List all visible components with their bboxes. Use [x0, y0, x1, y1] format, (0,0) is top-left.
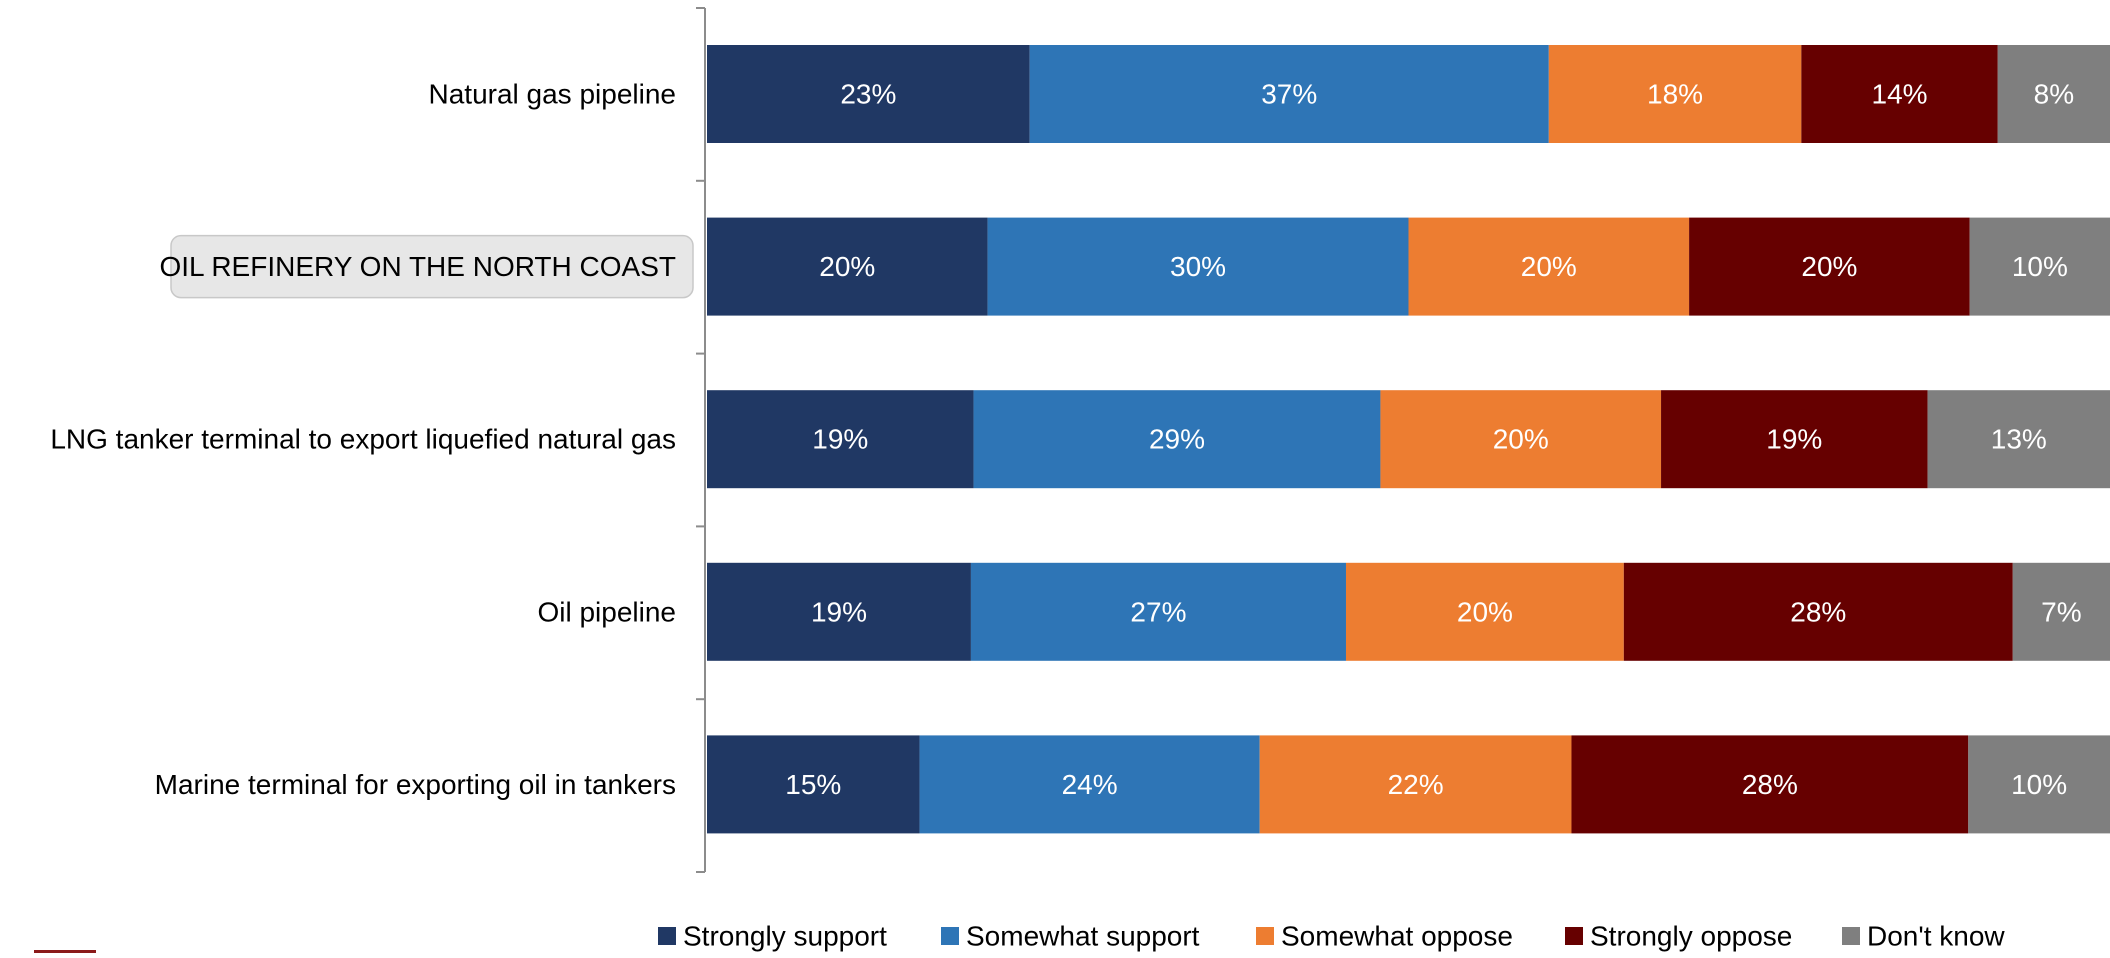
data-label-strongly-support-1: 23% — [840, 79, 896, 110]
data-label-strongly-support-4: 19% — [811, 596, 867, 627]
data-label-strongly-support-5: 15% — [785, 769, 841, 800]
legend-item-don-t-know: Don't know — [1842, 921, 2005, 952]
legend-item-strongly-support: Strongly support — [658, 921, 887, 952]
bar-segment-strongly-oppose-2 — [1689, 217, 1970, 316]
legend-item-somewhat-oppose: Somewhat oppose — [1256, 921, 1513, 952]
highlighted-category-label: OIL REFINERY ON THE NORTH COAST — [159, 234, 694, 299]
category-label-5: Marine terminal for exporting oil in tan… — [155, 769, 676, 800]
category-labels: Natural gas pipeline OIL REFINERY ON THE … — [50, 79, 694, 800]
data-label-somewhat-support-2: 30% — [1170, 251, 1226, 282]
bar-segment-somewhat-oppose-5 — [1259, 735, 1572, 834]
legend-item-strongly-oppose: Strongly oppose — [1565, 921, 1792, 952]
bar-segment-strongly-oppose-1 — [1801, 45, 1998, 143]
data-label-somewhat-support-5: 24% — [1062, 769, 1118, 800]
data-label-don-t-know-4: 7% — [2041, 596, 2081, 627]
bar-segment-don-t-know-1 — [1997, 45, 2110, 143]
legend-swatch-strongly-oppose — [1565, 927, 1583, 945]
data-label-somewhat-oppose-1: 18% — [1647, 79, 1703, 110]
data-label-strongly-oppose-3: 19% — [1766, 424, 1822, 455]
bar-segment-don-t-know-4 — [2012, 562, 2110, 661]
category-axis — [696, 7, 706, 873]
bar-segment-strongly-oppose-5 — [1571, 735, 1969, 834]
bar-segment-don-t-know-5 — [1968, 735, 2110, 834]
data-label-strongly-oppose-5: 28% — [1742, 769, 1798, 800]
bar-segment-strongly-support-2 — [707, 217, 988, 316]
data-label-don-t-know-3: 13% — [1991, 424, 2047, 455]
bar-segment-somewhat-oppose-3 — [1380, 390, 1662, 489]
data-label-somewhat-support-1: 37% — [1261, 79, 1317, 110]
bar-segment-strongly-support-3 — [707, 390, 974, 489]
data-label-strongly-support-3: 19% — [812, 424, 868, 455]
legend-label-strongly-oppose: Strongly oppose — [1590, 921, 1792, 952]
legend-swatch-don-t-know — [1842, 927, 1860, 945]
legend-swatch-strongly-support — [658, 927, 676, 945]
bar-segment-somewhat-oppose-2 — [1408, 217, 1690, 316]
bar-segment-don-t-know-2 — [1969, 217, 2110, 316]
data-label-somewhat-oppose-2: 20% — [1521, 251, 1577, 282]
bar-segment-strongly-support-1 — [707, 45, 1030, 143]
legend: Strongly support Somewhat support Somewhat… — [658, 921, 2005, 952]
bar-segment-strongly-support-5 — [707, 735, 920, 834]
data-label-somewhat-support-3: 29% — [1149, 424, 1205, 455]
data-label-strongly-oppose-2: 20% — [1801, 251, 1857, 282]
legend-label-somewhat-oppose: Somewhat oppose — [1281, 921, 1513, 952]
legend-label-strongly-support: Strongly support — [683, 921, 887, 952]
bar-segment-somewhat-support-2 — [987, 217, 1409, 316]
legend-swatch-somewhat-support — [941, 927, 959, 945]
bar-segment-don-t-know-3 — [1927, 390, 2110, 489]
corner-accent-mark — [34, 950, 96, 953]
bar-segment-strongly-oppose-4 — [1623, 562, 2013, 661]
bar-segment-somewhat-support-3 — [973, 390, 1381, 489]
legend-label-somewhat-support: Somewhat support — [966, 921, 1200, 952]
legend-swatch-somewhat-oppose — [1256, 927, 1274, 945]
bar-segment-somewhat-oppose-1 — [1548, 45, 1802, 143]
data-label-somewhat-oppose-4: 20% — [1457, 596, 1513, 627]
highlight-box — [170, 234, 694, 299]
legend-label-don-t-know: Don't know — [1867, 921, 2005, 952]
bar-segment-somewhat-support-1 — [1029, 45, 1549, 143]
bars-layer: 23% 37% 18% 14% 8% 20% 30% 20% 20% 10% 19% 29% 20% 19… — [707, 45, 2110, 834]
data-label-strongly-oppose-4: 28% — [1790, 596, 1846, 627]
bar-segment-somewhat-oppose-4 — [1345, 562, 1624, 661]
data-label-somewhat-oppose-5: 22% — [1388, 769, 1444, 800]
data-label-strongly-support-2: 20% — [819, 251, 875, 282]
bar-segment-somewhat-support-4 — [970, 562, 1346, 661]
data-label-don-t-know-1: 8% — [2034, 79, 2074, 110]
data-label-somewhat-support-4: 27% — [1130, 596, 1186, 627]
legend-item-somewhat-support: Somewhat support — [941, 921, 1200, 952]
bar-segment-somewhat-support-5 — [919, 735, 1260, 834]
data-label-don-t-know-2: 10% — [2012, 251, 2068, 282]
data-label-somewhat-oppose-3: 20% — [1493, 424, 1549, 455]
category-label-1: Natural gas pipeline — [429, 79, 677, 110]
data-label-strongly-oppose-1: 14% — [1872, 79, 1928, 110]
category-label-3: LNG tanker terminal to export liquefied … — [50, 424, 676, 455]
data-label-don-t-know-5: 10% — [2011, 769, 2067, 800]
category-label-2: OIL REFINERY ON THE NORTH COAST — [159, 251, 676, 282]
bar-segment-strongly-oppose-3 — [1661, 390, 1928, 489]
bar-segment-strongly-support-4 — [707, 562, 971, 661]
category-label-4: Oil pipeline — [537, 596, 676, 627]
